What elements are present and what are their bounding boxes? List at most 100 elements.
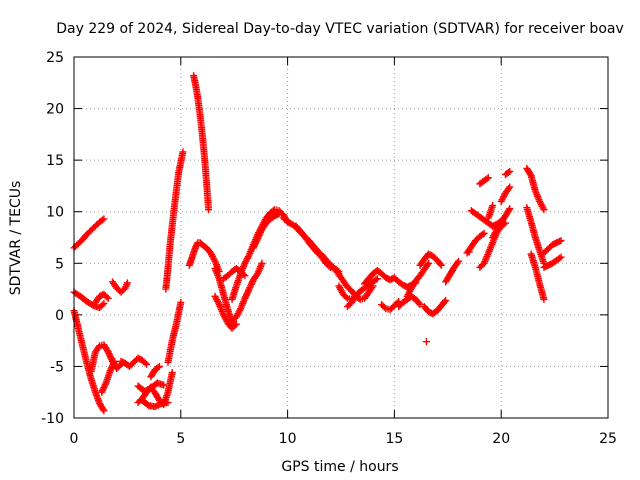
data-point (105, 350, 113, 358)
data-point (453, 259, 461, 267)
data-point (232, 320, 240, 328)
y-tick-label: -10 (41, 411, 64, 427)
data-point (342, 293, 350, 301)
data-point (526, 170, 534, 178)
data-point (154, 401, 162, 409)
data-point (100, 407, 108, 415)
data-point (415, 299, 423, 307)
data-point (141, 359, 149, 367)
data-point (258, 259, 266, 267)
data-points (70, 72, 565, 415)
data-point (205, 206, 213, 214)
data-point (156, 400, 164, 408)
x-tick-label: 5 (176, 431, 185, 447)
y-tick-label: 25 (46, 50, 64, 66)
data-point (506, 167, 514, 175)
data-point (100, 215, 108, 223)
data-point (506, 183, 514, 191)
data-point (109, 360, 117, 368)
x-tick-label: 0 (70, 431, 79, 447)
data-point (250, 242, 258, 250)
data-point (108, 363, 116, 371)
data-point (506, 205, 514, 213)
data-point (104, 348, 112, 356)
data-point (99, 405, 107, 413)
data-point (373, 275, 381, 283)
data-point (557, 253, 565, 261)
data-point (101, 380, 109, 388)
data-point (246, 284, 254, 292)
data-point (251, 241, 259, 249)
x-tick-label: 10 (279, 431, 297, 447)
y-axis-label: SDTVAR / TECUs (8, 181, 24, 296)
data-point (168, 369, 176, 377)
data-point (231, 322, 239, 330)
data-point (101, 382, 109, 390)
data-point (107, 365, 115, 373)
data-point (484, 174, 492, 182)
data-point (505, 185, 513, 193)
y-tick-label: 15 (46, 153, 64, 169)
data-point (103, 293, 111, 301)
data-point (104, 294, 112, 302)
data-point (275, 210, 283, 218)
data-point (153, 402, 161, 410)
data-point (480, 229, 488, 237)
data-point (437, 261, 445, 269)
data-point (489, 202, 497, 210)
data-point (110, 359, 118, 367)
data-point (422, 338, 430, 346)
chart-title: Day 229 of 2024, Sidereal Day-to-day VTE… (56, 21, 624, 37)
data-point (177, 298, 185, 306)
data-point (106, 351, 114, 359)
y-tick-label: 10 (46, 205, 64, 221)
data-point (442, 296, 450, 304)
data-point (106, 367, 114, 375)
data-point (257, 228, 265, 236)
data-point (249, 244, 257, 252)
x-tick-label: 15 (385, 431, 403, 447)
data-point (155, 362, 163, 370)
data-point (436, 260, 444, 268)
data-point (88, 301, 96, 309)
data-point (540, 206, 548, 214)
data-point (245, 285, 253, 293)
data-point (247, 282, 255, 290)
data-point (556, 254, 564, 262)
data-point (424, 261, 432, 269)
data-point (108, 362, 116, 370)
x-axis-label: GPS time / hours (281, 459, 398, 475)
data-point (454, 257, 462, 265)
plot-frame (73, 56, 609, 419)
data-point (242, 291, 250, 299)
axis-ticks: 0 5 10 15 20 25 -10 -5 0 5 10 15 20 25 (41, 50, 617, 447)
data-point (255, 231, 263, 239)
data-point (252, 239, 260, 247)
data-point (98, 388, 106, 396)
data-point (143, 360, 151, 368)
data-point (244, 288, 252, 296)
data-point (154, 363, 162, 371)
data-point (254, 233, 262, 241)
data-point (372, 276, 380, 284)
data-point (505, 206, 513, 214)
data-point (164, 399, 172, 407)
data-point (479, 230, 487, 238)
data-point (100, 300, 108, 308)
y-tick-label: -5 (50, 359, 64, 375)
data-point (557, 237, 565, 245)
data-point (111, 357, 119, 365)
data-point (242, 293, 250, 301)
data-point (98, 301, 106, 309)
data-point (416, 301, 424, 309)
data-point (253, 236, 261, 244)
data-point (333, 267, 341, 275)
data-point (540, 295, 548, 303)
grid-lines (74, 57, 608, 418)
data-point (465, 248, 473, 256)
data-point (248, 279, 256, 287)
data-point (254, 235, 262, 243)
data-point (98, 216, 106, 224)
